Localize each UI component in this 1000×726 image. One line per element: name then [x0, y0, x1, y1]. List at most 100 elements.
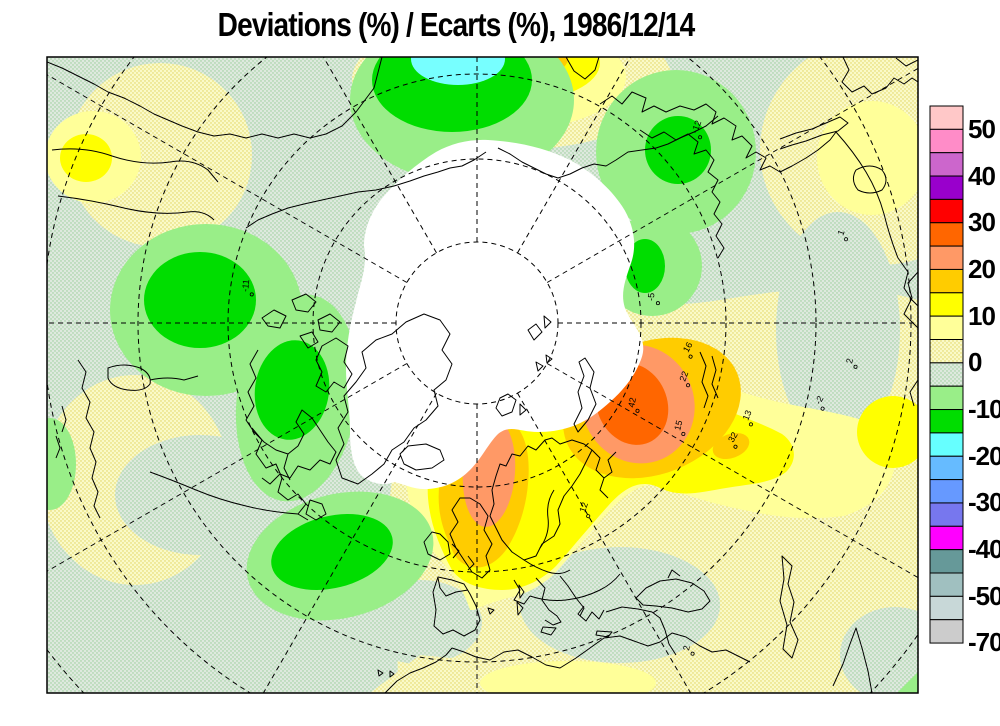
extremum-marker — [586, 514, 591, 519]
extremum-marker — [690, 651, 695, 656]
coastline — [377, 669, 395, 678]
coastline — [599, 91, 837, 173]
coastline — [595, 630, 613, 638]
coastline — [451, 543, 475, 571]
coastline — [535, 577, 562, 626]
coastline — [565, 57, 600, 80]
extremum-label: 1 — [835, 229, 846, 237]
coastline — [384, 647, 453, 693]
extremum-marker — [686, 383, 691, 388]
colorbar-tick-label: -70 — [968, 627, 1000, 657]
coastline — [573, 357, 597, 433]
extremum-label: 12 — [577, 501, 590, 514]
region-stipple-green-pocket-w — [115, 435, 285, 555]
coastline — [495, 393, 527, 417]
coastline — [903, 271, 918, 407]
extremum-label: 2 — [844, 357, 855, 364]
colorbar-segment — [929, 128, 964, 154]
extremum-label: 42 — [626, 397, 638, 409]
colorbar-segment — [929, 432, 964, 457]
colorbar-segment — [929, 222, 964, 247]
colorbar-segment — [929, 479, 964, 504]
coastline — [305, 499, 327, 521]
colorbar-segment — [929, 268, 964, 294]
extremum-marker — [844, 237, 849, 242]
colorbar-segment — [929, 595, 964, 621]
map-frame — [46, 56, 919, 694]
coastline — [540, 626, 557, 636]
coastline — [283, 453, 291, 481]
extremum-marker — [733, 444, 738, 449]
coastline — [423, 531, 451, 561]
extremum-label: -2 — [813, 394, 826, 406]
coastline — [489, 437, 593, 561]
extremum-marker — [635, 408, 640, 413]
polar-cap — [346, 139, 644, 490]
region-green-banana — [271, 513, 393, 591]
coastline — [315, 337, 353, 393]
coastline — [841, 57, 918, 95]
colorbar-tick-label: 10 — [968, 301, 995, 331]
extremum-label: 16 — [681, 340, 695, 354]
extremum-marker — [688, 354, 693, 359]
extremum-label: 2 — [681, 645, 692, 652]
colorbar-tick-label: -30 — [968, 487, 1000, 517]
colorbar-segment — [929, 105, 964, 130]
region-paleyellow-topright — [817, 101, 918, 215]
extremum-marker — [681, 431, 686, 436]
colorbar-tick-label: -10 — [968, 394, 1000, 424]
extremum-label: 32 — [726, 430, 740, 444]
colorbar-segment — [929, 362, 964, 387]
coastline — [635, 578, 711, 613]
colorbar-segment — [929, 245, 964, 270]
coastline — [591, 449, 617, 499]
extremum-label: 15 — [672, 419, 684, 431]
colorbar-tick-label: -40 — [968, 534, 1000, 564]
colorbar-segment — [929, 572, 964, 597]
colorbar-tick-label: 50 — [968, 114, 995, 144]
coastline — [261, 293, 341, 349]
coastline — [699, 351, 719, 409]
coastline — [107, 364, 151, 391]
region-stipple-green-pocket-se — [840, 607, 918, 693]
coastline — [251, 427, 309, 521]
colorbar-segment — [929, 339, 964, 364]
coastline — [51, 148, 219, 183]
colorbar-tick-label: -20 — [968, 441, 1000, 471]
coastline — [77, 359, 101, 519]
region-stipple-yellow-topleft — [68, 63, 252, 247]
coastline — [449, 497, 493, 579]
extremum-marker — [655, 301, 660, 306]
map-title: Deviations (%) / Ecarts (%), 1986/12/14 — [217, 6, 696, 43]
coastline — [47, 57, 383, 139]
extremum-label: -12 — [689, 119, 703, 135]
coastline — [779, 116, 849, 150]
coastline — [539, 489, 555, 549]
region-yellow-left — [60, 134, 112, 182]
colorbar-segment — [929, 175, 964, 200]
colorbar-tick-label: 40 — [968, 161, 995, 191]
colorbar-segment — [929, 455, 964, 481]
colorbar-segment — [929, 152, 964, 177]
coastline — [451, 632, 751, 669]
coastline — [523, 559, 571, 575]
extremum-label: 22 — [677, 370, 690, 383]
coastline — [487, 607, 495, 615]
coastline — [559, 575, 585, 617]
extremum-label: -5 — [646, 293, 656, 301]
colorbar-segment — [929, 549, 964, 574]
coastline — [605, 606, 677, 656]
coastline — [149, 375, 199, 381]
region-green-hudson — [254, 340, 330, 440]
coastline — [577, 605, 605, 622]
extremum-label: -11 — [240, 279, 251, 292]
coastline — [516, 584, 525, 616]
coastline — [529, 573, 621, 601]
extremum-marker — [698, 135, 703, 140]
colorbar-tick-label: 20 — [968, 254, 995, 284]
extremum-marker — [748, 422, 753, 427]
colorbar-segment — [929, 409, 964, 434]
